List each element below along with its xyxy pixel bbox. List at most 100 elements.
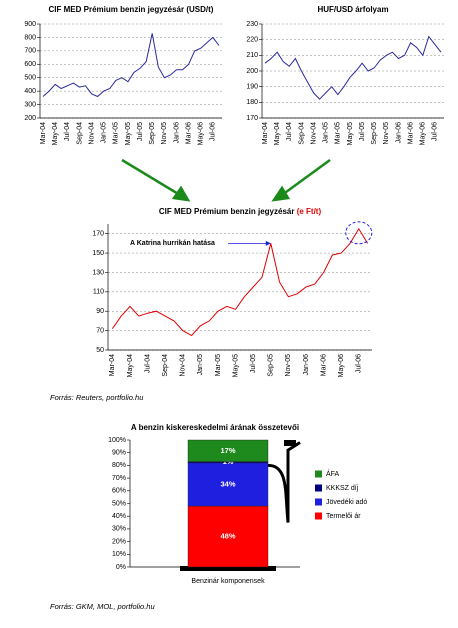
y-tick-label: 130 — [92, 269, 104, 276]
y-tick-label: 70% — [112, 475, 126, 482]
x-tick-label: Benzinár komponensek — [191, 578, 265, 585]
y-tick-label: 10% — [112, 551, 126, 558]
chart-title: HUF/USD árfolyam — [317, 5, 388, 14]
x-tick-label: Nov-05 — [161, 122, 168, 145]
x-tick-label: Jan-05 — [101, 122, 108, 144]
legend-swatch — [315, 512, 322, 520]
x-tick-label: Mar-06 — [320, 354, 327, 376]
y-tick-label: 190 — [246, 84, 258, 91]
highlight — [345, 221, 373, 245]
legend-label: KKKSZ díj — [326, 485, 359, 492]
x-tick-label: Jul-04 — [64, 122, 71, 141]
y-tick-label: 80% — [112, 462, 126, 469]
data-label: 34% — [220, 479, 235, 488]
y-tick-label: 100% — [108, 437, 126, 444]
y-tick-label: 900 — [24, 21, 36, 28]
x-tick-label: Nov-04 — [310, 122, 317, 145]
y-tick-label: 230 — [246, 21, 258, 28]
line — [111, 227, 369, 337]
pump-hose — [267, 441, 301, 523]
y-tick-label: 90 — [96, 308, 104, 315]
x-tick-label: Jul-05 — [250, 354, 257, 373]
source: Forrás: GKM, MOL, portfolio.hu — [50, 602, 155, 611]
line — [264, 35, 442, 100]
bar-segment — [187, 462, 269, 507]
legend-swatch — [315, 498, 322, 506]
x-tick-label: Jul-05 — [359, 122, 366, 141]
x-tick-label: May-06 — [198, 122, 205, 145]
x-tick-label: Sep-05 — [149, 122, 156, 145]
arrow — [121, 158, 181, 197]
y-tick-label: 210 — [246, 52, 258, 59]
y-tick-label: 300 — [24, 101, 36, 108]
y-tick-label: 50 — [96, 347, 104, 354]
y-tick-label: 700 — [24, 48, 36, 55]
y-tick-label: 500 — [24, 75, 36, 82]
x-tick-label: May-06 — [338, 354, 345, 377]
chart-title: A benzin kiskereskedelmi árának összetev… — [131, 423, 299, 432]
x-tick-label: Jul-06 — [432, 122, 439, 141]
arrow — [281, 158, 331, 197]
x-tick-label: Sep-05 — [371, 122, 378, 145]
x-tick-label: Mar-04 — [262, 122, 269, 144]
annotation-arrow-head — [265, 240, 271, 246]
x-tick-label: Sep-04 — [76, 122, 83, 145]
x-tick-label: May-05 — [347, 122, 354, 145]
x-tick-label: Jul-04 — [144, 354, 151, 373]
line — [42, 33, 220, 98]
y-tick-label: 150 — [92, 250, 104, 257]
annotation: A Katrina hurrikán hatása — [130, 240, 215, 247]
y-tick-label: 0% — [116, 564, 126, 571]
x-tick-label: Sep-04 — [298, 122, 305, 145]
x-tick-label: Sep-05 — [268, 354, 275, 377]
y-tick-label: 70 — [96, 327, 104, 334]
y-tick-label: 60% — [112, 488, 126, 495]
chart-title: CIF MED Prémium benzin jegyzésár (USD/t) — [49, 5, 214, 14]
arrow-head — [271, 185, 291, 202]
x-tick-label: Jul-04 — [286, 122, 293, 141]
x-tick-label: Nov-04 — [88, 122, 95, 145]
y-tick-label: 800 — [24, 34, 36, 41]
x-tick-label: Jan-06 — [395, 122, 402, 144]
x-tick-label: Mar-06 — [407, 122, 414, 144]
y-tick-label: 110 — [93, 289, 104, 296]
x-tick-label: May-04 — [127, 354, 134, 377]
x-tick-label: Mar-05 — [113, 122, 120, 144]
x-tick-label: Mar-06 — [185, 122, 192, 144]
y-tick-label: 20% — [112, 538, 126, 545]
x-tick-label: Jan-05 — [323, 122, 330, 144]
x-tick-label: Nov-05 — [383, 122, 390, 145]
chart-title-unit: (e Ft/t) — [297, 207, 322, 216]
bar-segment — [187, 505, 269, 568]
x-tick-label: Nov-05 — [285, 354, 292, 377]
y-tick-label: 170 — [92, 231, 104, 238]
chart-title-text: HUF/USD árfolyam — [317, 5, 388, 14]
y-tick-label: 40% — [112, 513, 126, 520]
x-tick-label: Jan-06 — [173, 122, 180, 144]
x-tick-label: Nov-04 — [180, 354, 187, 377]
arrow-head — [171, 185, 191, 202]
x-tick-label: May-06 — [420, 122, 427, 145]
chart-title: CIF MED Prémium benzin jegyzésár (e Ft/t… — [159, 207, 322, 216]
x-tick-label: Mar-05 — [335, 122, 342, 144]
x-tick-label: Mar-05 — [215, 354, 222, 376]
y-tick-label: 180 — [246, 99, 258, 106]
y-tick-label: 600 — [24, 61, 36, 68]
x-tick-label: Mar-04 — [109, 354, 116, 376]
x-tick-label: Jul-06 — [356, 354, 363, 373]
y-tick-label: 30% — [112, 526, 126, 533]
y-tick-label: 220 — [246, 37, 258, 44]
x-tick-label: May-05 — [125, 122, 132, 145]
x-tick-label: May-04 — [274, 122, 281, 145]
pump-nozzle — [284, 440, 296, 446]
legend-label: Jövedéki adó — [326, 499, 367, 506]
legend-swatch — [315, 470, 322, 478]
x-tick-label: Mar-04 — [40, 122, 47, 144]
legend-label: ÁFA — [326, 469, 340, 478]
legend-swatch — [315, 484, 322, 492]
x-tick-label: Jul-06 — [210, 122, 217, 141]
y-tick-label: 200 — [24, 115, 36, 122]
x-tick-label: May-04 — [52, 122, 59, 145]
bar-segment — [187, 439, 269, 462]
